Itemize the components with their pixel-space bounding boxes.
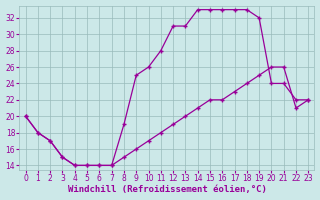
- X-axis label: Windchill (Refroidissement éolien,°C): Windchill (Refroidissement éolien,°C): [68, 185, 266, 194]
